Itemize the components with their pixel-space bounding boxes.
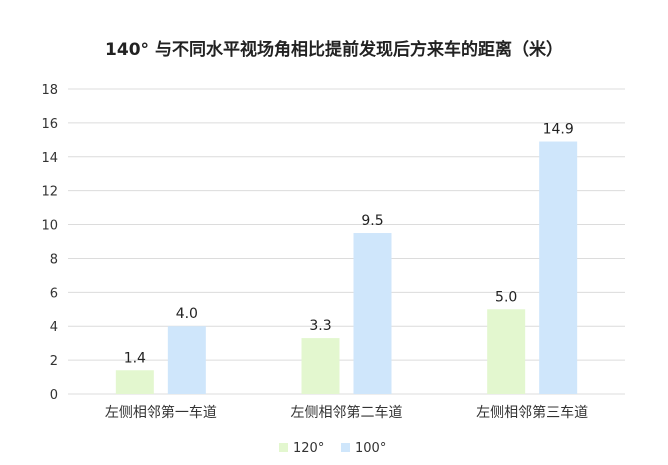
y-tick-label: 6 — [50, 286, 58, 301]
legend-label: 120° — [293, 441, 324, 456]
bar-series-1 — [487, 309, 526, 394]
data-label: 14.9 — [543, 122, 574, 138]
data-label: 5.0 — [495, 289, 517, 305]
y-tick-label: 14 — [41, 151, 58, 166]
data-label: 3.3 — [309, 318, 331, 334]
y-tick-label: 18 — [41, 83, 58, 98]
y-tick-label: 4 — [50, 320, 58, 335]
x-tick-label: 左侧相邻第二车道 — [291, 404, 403, 421]
y-axis-ticks: 0 2 4 6 8 10 12 14 16 18 — [41, 83, 58, 403]
x-tick-label: 左侧相邻第三车道 — [476, 404, 588, 421]
y-tick-label: 2 — [50, 354, 58, 369]
legend-swatch — [279, 443, 288, 452]
data-label: 1.4 — [124, 350, 146, 366]
y-tick-label: 10 — [41, 219, 58, 234]
y-tick-label: 12 — [41, 185, 58, 200]
y-tick-label: 0 — [50, 388, 58, 403]
bar-series-1 — [301, 338, 340, 394]
data-label: 4.0 — [176, 306, 198, 322]
x-axis-ticks: 左侧相邻第一车道 左侧相邻第二车道 左侧相邻第三车道 — [105, 404, 588, 421]
data-labels: 1.4 4.0 3.3 9.5 5.0 14.9 — [124, 122, 574, 367]
bars — [115, 141, 578, 394]
legend-label: 100° — [355, 441, 386, 456]
chart-title: 140° 与不同水平视场角相比提前发现后方来车的距离（米） — [105, 39, 563, 60]
bar-series-2 — [167, 326, 206, 394]
bar-series-1 — [115, 370, 154, 394]
y-tick-label: 8 — [50, 252, 58, 267]
legend: 120° 100° — [279, 441, 386, 456]
data-label: 9.5 — [361, 213, 383, 229]
bar-series-2 — [353, 233, 392, 394]
bar-series-2 — [539, 141, 578, 394]
gridlines — [68, 88, 625, 395]
x-tick-label: 左侧相邻第一车道 — [105, 404, 217, 421]
legend-swatch — [341, 443, 350, 452]
y-tick-label: 16 — [41, 117, 58, 132]
